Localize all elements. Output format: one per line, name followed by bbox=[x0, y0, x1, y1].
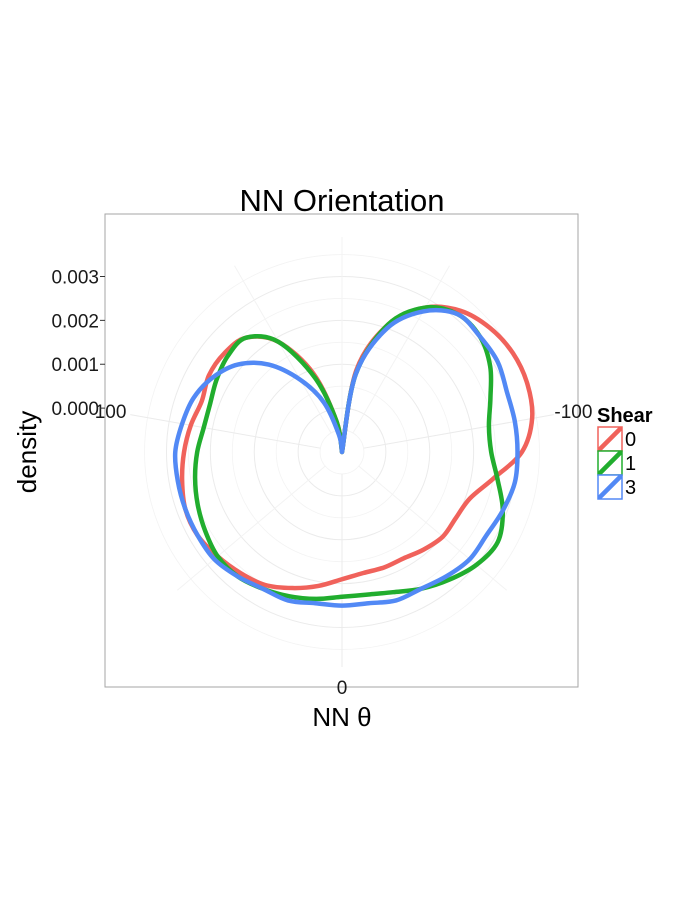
r-tick-label: 0.000 bbox=[51, 399, 99, 420]
grid-spoke bbox=[176, 465, 326, 591]
y-axis-title: density bbox=[12, 411, 42, 493]
legend-items: 013 bbox=[597, 426, 636, 500]
legend-title: Shear bbox=[597, 405, 653, 427]
series-lines bbox=[172, 304, 535, 608]
legend: Shear 013 bbox=[597, 405, 653, 500]
legend-key-line bbox=[597, 450, 623, 476]
series-line-shear-1 bbox=[192, 304, 506, 602]
grid-spoke bbox=[130, 414, 321, 449]
r-tick-label: 0.001 bbox=[51, 355, 99, 376]
series-line-shear-0 bbox=[179, 304, 535, 591]
grid-spoke bbox=[358, 465, 508, 591]
theta-tick-labels: 100 0 -100 bbox=[95, 402, 593, 699]
legend-label: 1 bbox=[625, 453, 636, 475]
legend-label: 3 bbox=[625, 477, 636, 499]
legend-key-line bbox=[597, 474, 623, 500]
r-tick-label: 0.003 bbox=[51, 267, 99, 288]
theta-tick-label: 100 bbox=[95, 402, 127, 423]
grid-spoke bbox=[363, 414, 554, 449]
grid-spoke bbox=[352, 265, 450, 434]
x-axis-title: NN θ bbox=[312, 702, 371, 732]
theta-tick-label: -100 bbox=[554, 402, 592, 423]
grid-spoke bbox=[234, 265, 332, 434]
series-line-shear-3 bbox=[172, 307, 520, 608]
legend-key-line bbox=[597, 426, 623, 452]
legend-label: 0 bbox=[625, 429, 636, 451]
r-tick-label: 0.002 bbox=[51, 311, 99, 332]
theta-tick-label: 0 bbox=[337, 678, 348, 699]
chart-title: NN Orientation bbox=[239, 183, 444, 218]
r-tick-labels: 0.000 0.001 0.002 0.003 bbox=[51, 267, 105, 420]
